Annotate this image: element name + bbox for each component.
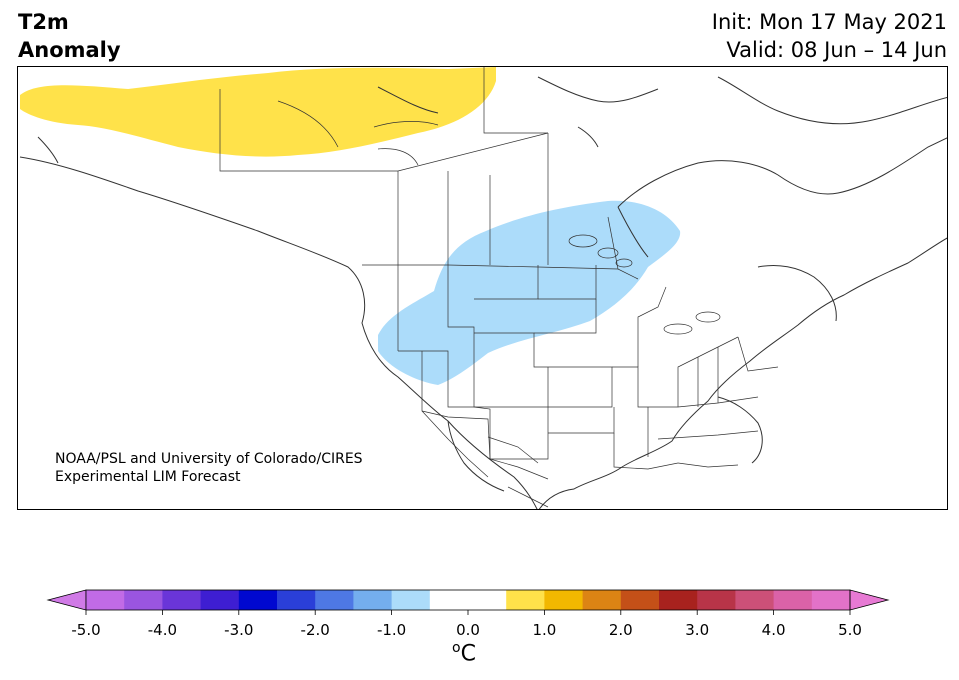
- credit-line-2: Experimental LIM Forecast: [55, 469, 241, 485]
- colorbar-bin: [200, 590, 240, 610]
- colorbar-tick-label: 4.0: [762, 621, 786, 639]
- colorbar-unit-label: oC: [452, 640, 476, 666]
- lakes: [277, 100, 721, 335]
- unit-letter: C: [460, 641, 476, 667]
- valid-date: Valid: 08 Jun – 14 Jun: [726, 38, 947, 62]
- political-boundaries: [219, 67, 779, 508]
- colorbar-bin: [277, 590, 316, 610]
- coastlines: [19, 76, 947, 509]
- colorbar-tick-label: -5.0: [71, 621, 100, 639]
- colorbar-bin: [582, 590, 622, 610]
- colorbar-bin: [353, 590, 393, 610]
- colorbar-tick-label: -4.0: [148, 621, 177, 639]
- colorbar-tick-label: 3.0: [685, 621, 709, 639]
- colorbar-bin: [773, 590, 813, 610]
- colorbar-bin: [429, 590, 469, 610]
- colorbar-tick-label: -1.0: [377, 621, 406, 639]
- colorbar-ticks: -5.0 -4.0 -3.0 -2.0 -1.0 0.0 1.0 2.0 3.0 4.0 5.0: [71, 610, 862, 639]
- colorbar-tick-label: 0.0: [456, 621, 480, 639]
- colorbar-bin: [697, 590, 736, 610]
- title-quantity: Anomaly: [18, 38, 121, 62]
- unit-degree-symbol: o: [452, 640, 461, 656]
- colorbar-over-triangle: [849, 589, 890, 611]
- map-panel: [17, 66, 948, 510]
- colorbar-bin: [162, 590, 202, 610]
- colorbar-bin: [659, 590, 698, 610]
- warm-anomaly-region: [20, 67, 496, 157]
- credit-line-1: NOAA/PSL and University of Colorado/CIRE…: [55, 451, 363, 467]
- colorbar-tick-label: 2.0: [609, 621, 633, 639]
- colorbar-bin: [86, 590, 125, 610]
- map-canvas: [19, 67, 947, 509]
- colorbar-under-triangle: [46, 589, 87, 611]
- colorbar-bins: [86, 590, 851, 610]
- colorbar-bin: [544, 590, 584, 610]
- colorbar-tick-label: -2.0: [301, 621, 330, 639]
- title-variable: T2m: [18, 10, 69, 34]
- init-date: Init: Mon 17 May 2021: [711, 10, 947, 34]
- colorbar-bin: [468, 590, 507, 610]
- credit-text: NOAA/PSL and University of Colorado/CIRE…: [55, 450, 363, 486]
- colorbar-bin: [620, 590, 660, 610]
- colorbar-tick-label: -3.0: [224, 621, 253, 639]
- forecast-dates: Init: Mon 17 May 2021 Valid: 08 Jun – 14…: [712, 8, 947, 64]
- cold-anomaly-region: [378, 200, 681, 385]
- colorbar: -5.0 -4.0 -3.0 -2.0 -1.0 0.0 1.0 2.0 3.0 4.0 5.0: [46, 589, 890, 639]
- colorbar-bin: [315, 590, 354, 610]
- colorbar-bin: [391, 590, 431, 610]
- map-title: T2m Anomaly: [18, 8, 121, 64]
- colorbar-bin: [506, 590, 545, 610]
- colorbar-bin: [124, 590, 163, 610]
- colorbar-bin: [735, 590, 775, 610]
- colorbar-tick-label: 5.0: [838, 621, 862, 639]
- colorbar-bin: [238, 590, 278, 610]
- colorbar-tick-label: 1.0: [532, 621, 556, 639]
- colorbar-bin: [811, 590, 851, 610]
